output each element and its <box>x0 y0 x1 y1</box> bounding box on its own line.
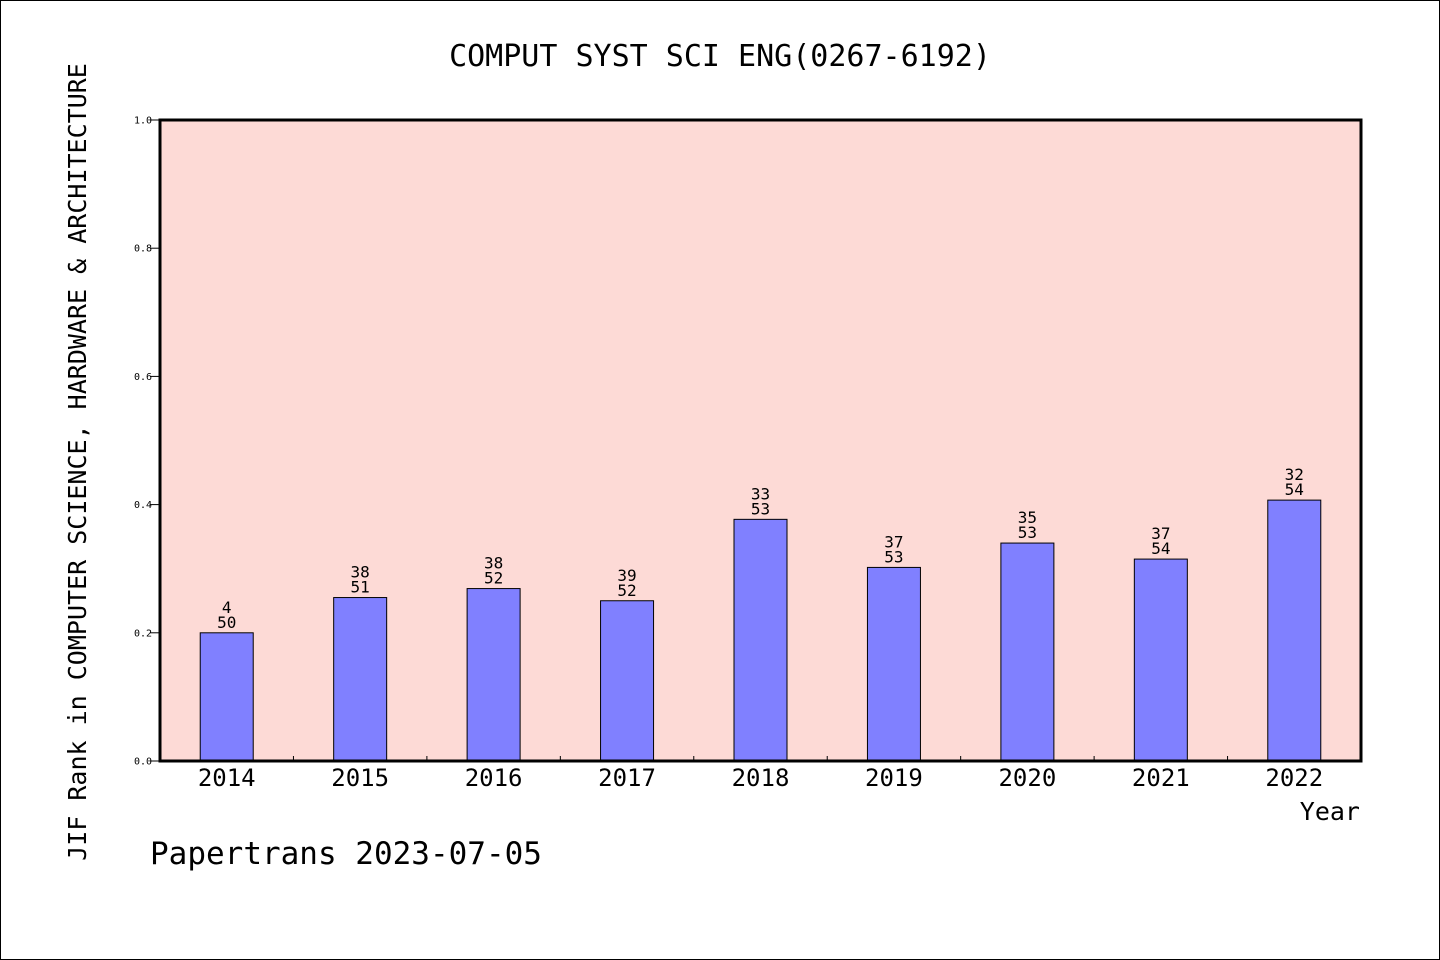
bar-2018 <box>733 518 788 762</box>
y-axis-label: JIF Rank in COMPUTER SCIENCE, HARDWARE &… <box>63 63 92 861</box>
y-tick-label: 0.4 <box>134 500 152 511</box>
bar-label-total: 52 <box>617 581 636 600</box>
y-tick-label: 0.2 <box>134 628 152 639</box>
x-tick-label: 2016 <box>465 764 523 792</box>
plot-border <box>158 118 1363 763</box>
bar-2017 <box>600 600 655 762</box>
x-axis-label: Year <box>1300 797 1360 826</box>
x-tick-label: 2018 <box>732 764 790 792</box>
bar-2019 <box>866 566 921 762</box>
bar-label-rank: 38 <box>484 554 503 573</box>
bar-label-rank: 4 <box>222 598 232 617</box>
y-axis: 0.0 0.2 0.4 0.6 0.8 1.0 <box>134 116 160 768</box>
bar-label-total: 54 <box>1151 539 1170 558</box>
bar-label-rank: 39 <box>617 566 636 585</box>
bar-label-total: 52 <box>484 569 503 588</box>
x-axis: 2014 2015 2016 2017 2018 2019 2020 2021 2022 <box>198 756 1323 792</box>
bar-label-total: 50 <box>217 613 236 632</box>
x-tick-label: 2021 <box>1132 764 1190 792</box>
bar-2021 <box>1133 558 1188 762</box>
x-tick-label: 2020 <box>998 764 1056 792</box>
bar-2020 <box>1000 542 1055 762</box>
bar-label-total: 51 <box>351 578 370 597</box>
chart-title: COMPUT SYST SCI ENG(0267-6192) <box>449 39 991 74</box>
y-tick-label: 0.0 <box>134 757 152 768</box>
bar-2015 <box>333 597 388 762</box>
bar-label-rank: 35 <box>1018 508 1037 527</box>
bar-2016 <box>466 588 521 762</box>
bar-2014 <box>199 632 254 762</box>
x-tick-label: 2017 <box>598 764 656 792</box>
x-tick-label: 2014 <box>198 764 256 792</box>
footer-watermark: Papertrans 2023-07-05 <box>150 836 542 872</box>
x-tick-label: 2022 <box>1265 764 1323 792</box>
bar-label-total: 53 <box>1018 523 1037 542</box>
y-tick-label: 1.0 <box>134 116 152 127</box>
y-tick-label: 0.6 <box>134 372 152 383</box>
bar-label-total: 53 <box>751 499 770 518</box>
x-tick-label: 2015 <box>331 764 389 792</box>
bar-label-total: 53 <box>884 547 903 566</box>
bar-label-rank: 33 <box>751 484 770 503</box>
bar-label-total: 54 <box>1285 480 1304 499</box>
bar-2022 <box>1267 499 1322 762</box>
bar-label-rank: 37 <box>884 532 903 551</box>
bar-series <box>199 499 1322 762</box>
bar-label-rank: 37 <box>1151 524 1170 543</box>
bar-label-rank: 38 <box>351 563 370 582</box>
bar-label-rank: 32 <box>1285 465 1304 484</box>
x-tick-label: 2019 <box>865 764 923 792</box>
y-tick-label: 0.8 <box>134 244 152 255</box>
